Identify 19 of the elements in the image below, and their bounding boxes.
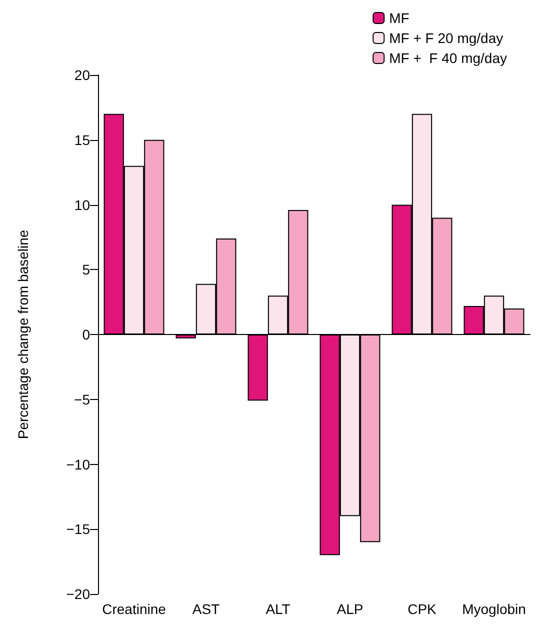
x-tick-label: ALP [336, 601, 364, 617]
y-tick-label: −10 [66, 456, 90, 472]
x-tick-label: ALT [266, 601, 291, 617]
legend-label: MF + F 40 mg/day [389, 50, 508, 66]
legend-label: MF [389, 10, 410, 26]
y-tick-label: −5 [74, 391, 90, 408]
y-tick-label: −20 [66, 586, 90, 602]
legend-label: MF + F 20 mg/day [389, 30, 504, 46]
x-tick-label: Myoglobin [462, 601, 526, 617]
y-tick-label: 5 [82, 262, 90, 278]
x-tick-label: AST [192, 601, 220, 617]
y-tick-label: −15 [66, 521, 90, 538]
y-axis-title: Percentage change from baseline [15, 230, 31, 440]
y-tick-label: 10 [74, 196, 90, 213]
y-tick-label: 15 [74, 132, 90, 148]
y-tick-label: 20 [74, 67, 90, 83]
x-tick-label: CPK [408, 601, 438, 617]
y-tick-label: 0 [82, 326, 90, 342]
x-tick-label: Creatinine [102, 601, 166, 617]
